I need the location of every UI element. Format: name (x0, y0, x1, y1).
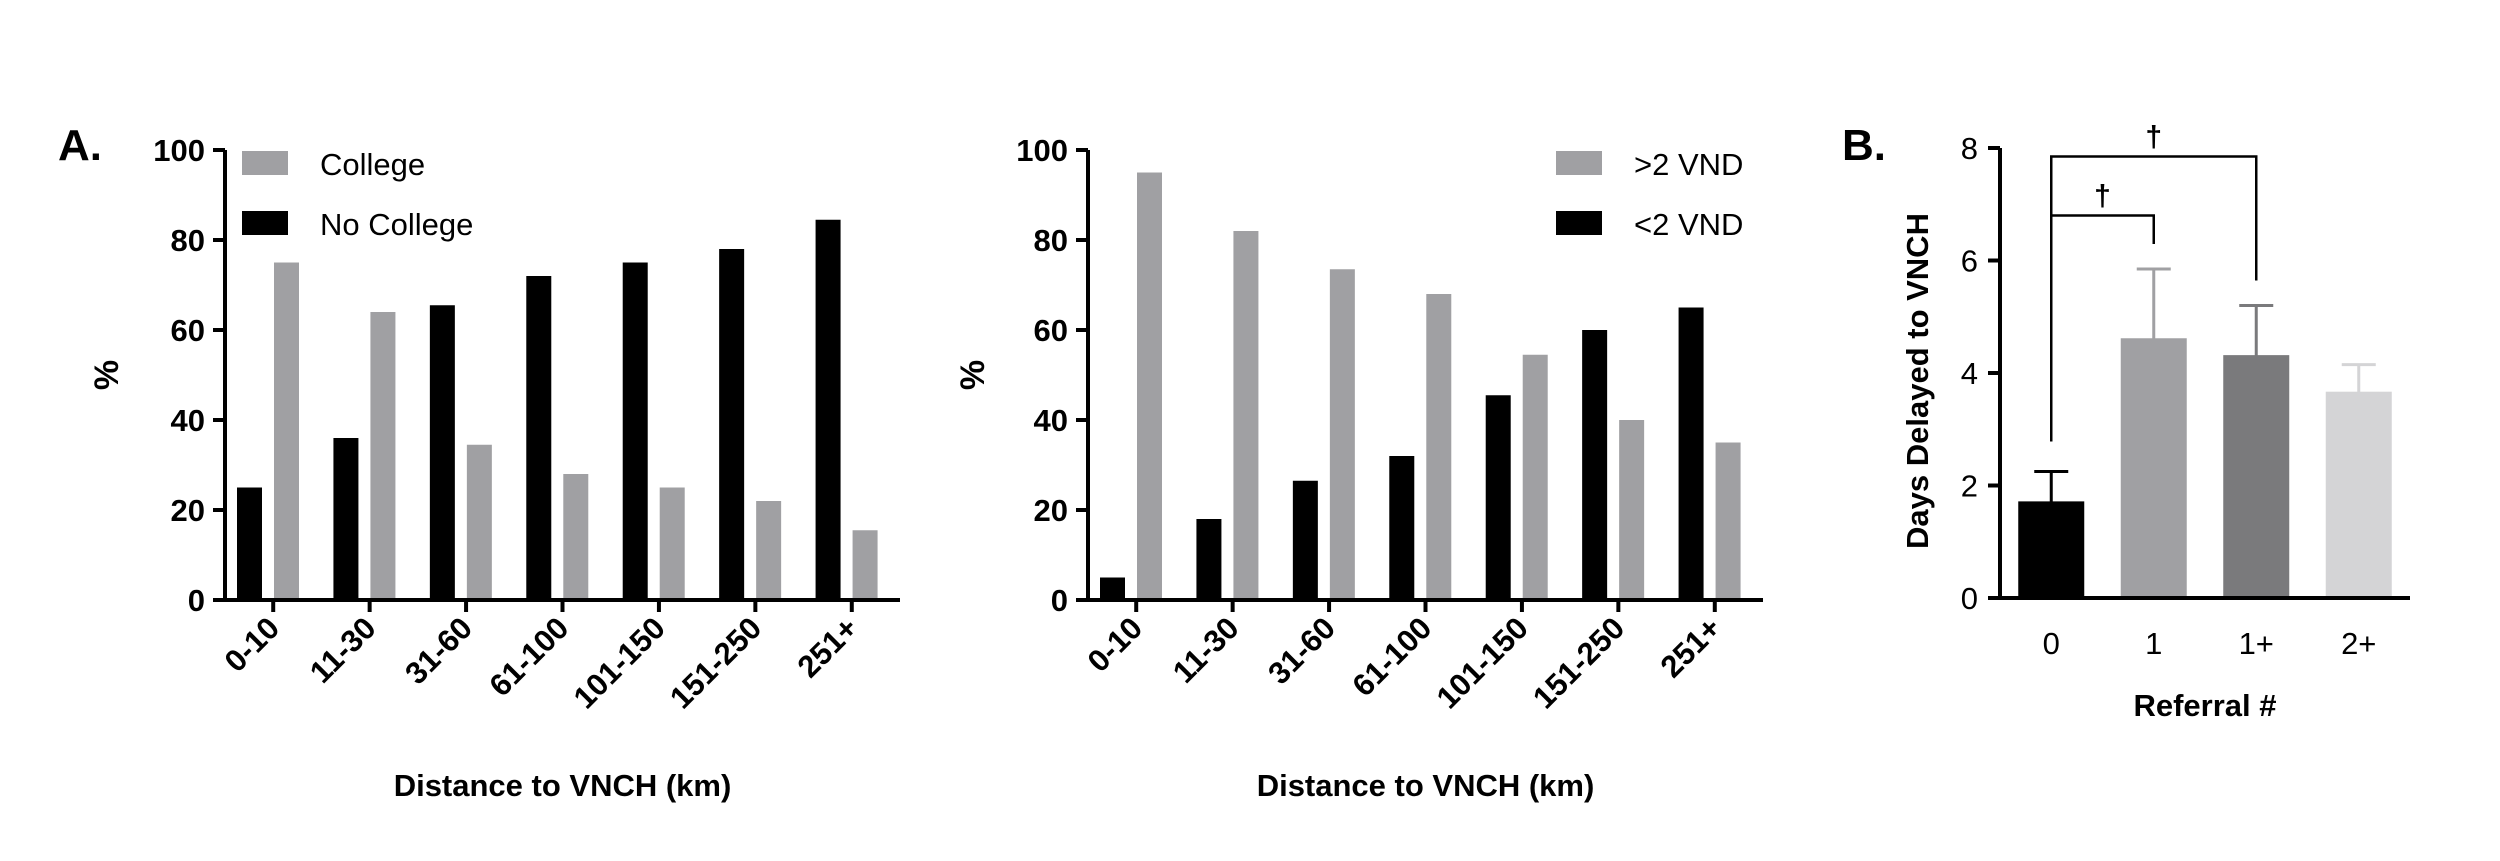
y-axis-title: Days Delayed to VNCH (1900, 213, 1935, 549)
x-tick-label: 0-10 (218, 610, 287, 679)
bar-11-30-No College (333, 438, 359, 600)
y-tick-label: 20 (1034, 493, 1068, 528)
bar-0-10-No College (237, 487, 262, 600)
y-axis-title: % (88, 360, 126, 390)
x-tick-label: 251+ (791, 610, 865, 684)
bar-31-60-No College (429, 305, 455, 600)
legend-label: No College (320, 207, 473, 242)
bar-151-250-<2 VND (1582, 330, 1608, 600)
x-tick-label: 1 (2145, 626, 2162, 661)
chart-college: 0 20 40 60 80 100 0-10 11-30 31-60 61-100101-1501… (88, 133, 900, 803)
y-tick-label: 20 (171, 493, 205, 528)
x-tick-label: 151-250 (1526, 610, 1631, 715)
y-axis-title: % (954, 360, 992, 390)
legend-swatch (1556, 211, 1602, 235)
x-tick-label: 1+ (2239, 626, 2274, 661)
y-tick-label: 60 (1034, 313, 1068, 348)
bar-251+-<2 VND (1678, 307, 1704, 600)
bar-101-150-No College (622, 262, 648, 600)
bar-11-30-<2 VND (1196, 519, 1222, 600)
x-tick-label: 101-150 (1430, 610, 1535, 715)
legend-label: >2 VND (1634, 147, 1743, 182)
bar-referral-0 (2018, 501, 2085, 599)
y-tick-label: 100 (1016, 133, 1068, 168)
legend-label: <2 VND (1634, 207, 1743, 242)
y-tick-label: 6 (1961, 244, 1978, 279)
panel-a-label: A. (58, 121, 102, 170)
y-tick-label: 60 (171, 313, 205, 348)
bar-referral-1 (2120, 338, 2187, 599)
bar-11-30->2 VND (1233, 231, 1259, 600)
bar-61-100-No College (526, 276, 552, 600)
x-tick-label: 2+ (2341, 626, 2376, 661)
x-tick-label: 151-250 (663, 610, 768, 715)
chart-referral: 0 2 4 6 8 0 1 1+ 2+ † † Referral # Days Delayed to V… (1900, 120, 2410, 723)
y-tick-label: 40 (171, 403, 205, 438)
legend-swatch (242, 151, 288, 175)
significance-bracket (2050, 155, 2258, 442)
legend-swatch (242, 211, 288, 235)
y-tick-label: 4 (1961, 356, 1978, 391)
bar-151-250-College (756, 501, 782, 600)
bar-61-100-<2 VND (1389, 456, 1415, 600)
y-tick-label: 0 (188, 583, 205, 618)
x-tick-label: 61-100 (482, 610, 575, 703)
significance-marker: † (2094, 180, 2111, 213)
bar-referral-1+ (2223, 355, 2290, 599)
bar-251+->2 VND (1715, 442, 1741, 600)
bar-0-10-<2 VND (1100, 577, 1125, 600)
legend-swatch (1556, 151, 1602, 175)
bar-101-150-<2 VND (1485, 395, 1511, 600)
x-tick-label: 0-10 (1081, 610, 1150, 679)
bar-0-10->2 VND (1137, 172, 1162, 600)
bar-61-100-College (563, 474, 589, 600)
bar-61-100->2 VND (1426, 294, 1452, 600)
bar-251+-College (852, 530, 878, 600)
y-tick-label: 0 (1051, 583, 1068, 618)
y-tick-label: 8 (1961, 131, 1978, 166)
x-axis-title: Referral # (2133, 688, 2276, 723)
chart-vnd: 0 20 40 60 80 100 0-10 11-30 31-60 61-100101-1501… (954, 133, 1763, 803)
bar-11-30-College (370, 312, 396, 600)
bar-31-60->2 VND (1329, 269, 1355, 600)
y-tick-label: 0 (1961, 581, 1978, 616)
x-tick-label: 31-60 (398, 610, 479, 691)
bar-251+-No College (815, 219, 841, 600)
y-tick-label: 80 (1034, 223, 1068, 258)
y-tick-label: 100 (153, 133, 205, 168)
bar-151-250->2 VND (1619, 420, 1645, 600)
x-tick-label: 11-30 (303, 610, 383, 690)
bar-31-60-College (466, 444, 492, 600)
bar-151-250-No College (719, 249, 745, 600)
legend-label: College (320, 147, 425, 182)
bar-101-150-College (659, 487, 685, 600)
bar-101-150->2 VND (1522, 354, 1548, 600)
x-axis-title: Distance to VNCH (km) (1257, 768, 1595, 803)
y-tick-label: 40 (1034, 403, 1068, 438)
x-tick-label: 0 (2043, 626, 2060, 661)
bar-0-10-College (274, 262, 299, 600)
x-axis-title: Distance to VNCH (km) (394, 768, 732, 803)
y-tick-label: 2 (1961, 469, 1978, 504)
y-tick-label: 80 (171, 223, 205, 258)
significance-marker: † (2145, 120, 2162, 153)
x-tick-label: 11-30 (1166, 610, 1246, 690)
panel-b-label: B. (1842, 121, 1886, 170)
x-tick-label: 61-100 (1345, 610, 1438, 703)
x-tick-label: 31-60 (1261, 610, 1342, 691)
x-tick-label: 101-150 (567, 610, 672, 715)
bar-referral-2+ (2325, 391, 2392, 599)
x-tick-label: 251+ (1654, 610, 1728, 684)
bar-31-60-<2 VND (1292, 480, 1318, 600)
